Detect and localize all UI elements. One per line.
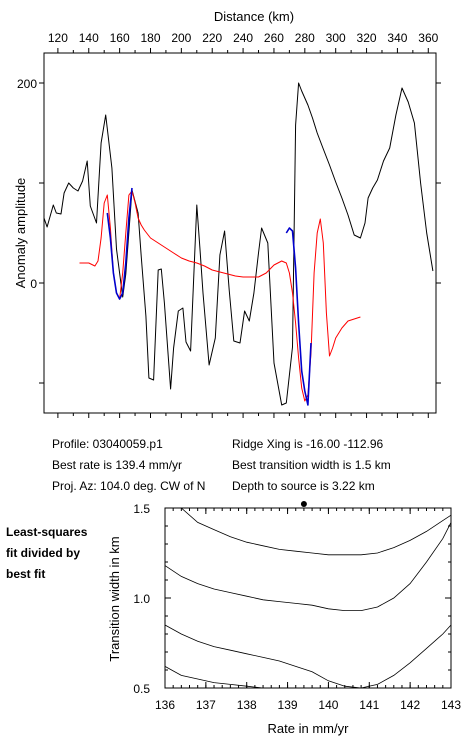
- profile-x-axis-label: Distance (km): [214, 9, 294, 24]
- contour-x-tick-label: 140: [318, 698, 338, 712]
- profile-x-tick-label: 120: [48, 31, 68, 45]
- profile-x-tick-label: 200: [171, 31, 191, 45]
- profile-y-tick-label-200: 200: [17, 77, 37, 91]
- best-fit-marker: [300, 501, 307, 507]
- profile-x-tick-label: 260: [264, 31, 284, 45]
- profile-x-tick-label: 360: [418, 31, 438, 45]
- contour-x-tick-label: 141: [359, 698, 379, 712]
- profile-axis-ticks: 120 140 160 180 200 220 240 260 280 300 320 340 360: [39, 31, 441, 418]
- profile-y-axis-label: Anomaly amplitude: [13, 178, 28, 289]
- contour-lines: [164, 501, 452, 689]
- contour-line-4: [164, 666, 264, 689]
- fit-segment-right: [285, 227, 312, 406]
- profile-plot-frame: [43, 52, 437, 414]
- contour-x-tick-label: 139: [278, 698, 298, 712]
- fit-segment-left: [106, 187, 133, 300]
- side-note-line-2: fit divided by: [6, 546, 81, 560]
- contour-y-tick-label-1.5: 1.5: [133, 502, 150, 516]
- profile-x-tick-label: 320: [357, 31, 377, 45]
- contour-x-tick-label: 143: [441, 698, 461, 712]
- profile-x-tick-label: 160: [110, 31, 130, 45]
- profile-x-tick-label: 140: [79, 31, 99, 45]
- contour-y-axis-label: Transition width in km: [107, 536, 122, 661]
- contour-x-tick-label: 138: [237, 698, 257, 712]
- contour-x-axis-label: Rate in mm/yr: [268, 721, 350, 736]
- transition-width-text: Best transition width is 1.5 km: [232, 458, 391, 472]
- contour-plot-frame: [164, 507, 452, 689]
- profile-x-tick-label: 240: [233, 31, 253, 45]
- contour-line-2: [164, 522, 452, 611]
- contour-x-tick-label: 142: [400, 698, 420, 712]
- side-note: Least-squares fit divided by best fit: [6, 522, 87, 585]
- profile-x-tick-label: 300: [326, 31, 346, 45]
- profile-name-text: Profile: 03040059.p1: [52, 437, 163, 451]
- side-note-line-3: best fit: [6, 567, 46, 581]
- contour-axis-ticks: 136 137 138 139 140 141 142 143: [155, 507, 461, 712]
- contour-x-tick-label: 136: [155, 698, 175, 712]
- side-note-line-1: Least-squares: [6, 525, 88, 539]
- source-depth-text: Depth to source is 3.22 km: [232, 479, 375, 493]
- profile-y-tick-label-0: 0: [30, 277, 37, 291]
- profile-x-tick-label: 220: [202, 31, 222, 45]
- contour-line-3: [164, 624, 452, 689]
- ridge-crossing-text: Ridge Xing is -16.00 -112.96: [232, 437, 384, 451]
- observed-anomaly-line: [43, 82, 434, 406]
- profile-x-tick-label: 180: [140, 31, 160, 45]
- contour-y-tick-label-0.5: 0.5: [133, 682, 150, 696]
- projection-azimuth-text: Proj. Az: 104.0 deg. CW of N: [52, 479, 206, 493]
- contour-x-tick-label: 137: [196, 698, 216, 712]
- profile-lines: [43, 82, 434, 406]
- profile-x-tick-label: 340: [387, 31, 407, 45]
- contour-line-1: [181, 507, 452, 556]
- contour-y-tick-label-1.0: 1.0: [133, 592, 150, 606]
- profile-x-tick-label: 280: [295, 31, 315, 45]
- best-rate-text: Best rate is 139.4 mm/yr: [52, 458, 183, 472]
